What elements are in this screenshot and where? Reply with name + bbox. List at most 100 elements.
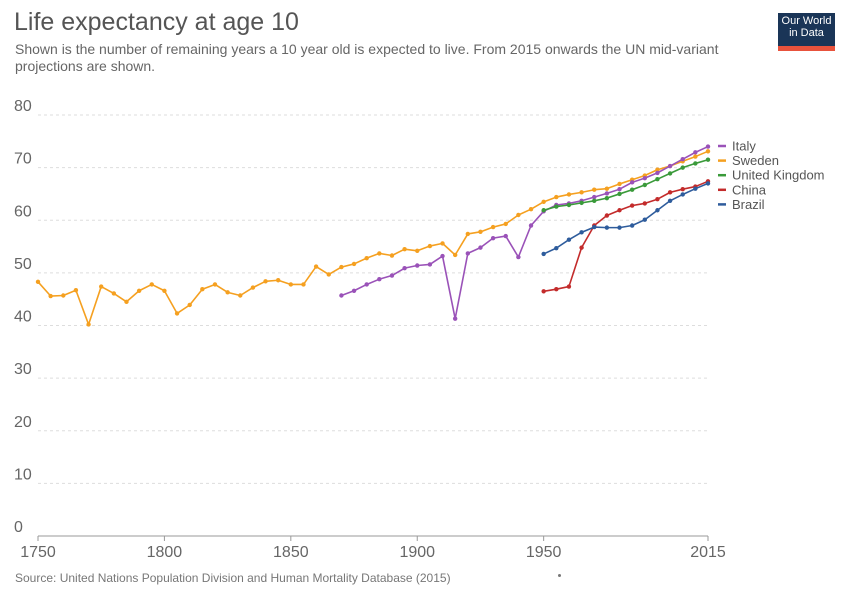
data-point[interactable]: [200, 286, 205, 292]
data-point[interactable]: [680, 192, 685, 197]
data-point[interactable]: [503, 221, 508, 227]
data-point[interactable]: [301, 282, 306, 287]
legend-item[interactable]: United Kingdom: [718, 168, 825, 183]
data-point[interactable]: [617, 191, 622, 197]
data-point[interactable]: [579, 200, 584, 206]
data-point[interactable]: [629, 203, 635, 208]
data-point[interactable]: [667, 198, 673, 203]
data-point[interactable]: [490, 224, 496, 230]
data-point[interactable]: [642, 182, 647, 188]
data-point[interactable]: [617, 181, 622, 187]
data-point[interactable]: [604, 225, 610, 230]
data-point[interactable]: [566, 192, 572, 197]
legend-item[interactable]: Sweden: [718, 153, 779, 168]
data-point[interactable]: [604, 213, 610, 218]
data-point[interactable]: [604, 191, 610, 196]
data-point[interactable]: [288, 282, 294, 287]
data-point[interactable]: [579, 245, 584, 250]
data-point[interactable]: [579, 190, 584, 195]
data-point[interactable]: [73, 288, 79, 293]
data-point[interactable]: [452, 252, 458, 258]
data-point[interactable]: [162, 288, 167, 293]
data-point[interactable]: [566, 237, 572, 242]
data-point[interactable]: [377, 251, 382, 256]
data-point[interactable]: [541, 251, 546, 257]
data-point[interactable]: [275, 278, 281, 283]
data-point[interactable]: [655, 177, 660, 182]
data-point[interactable]: [667, 171, 673, 176]
legend-item[interactable]: Italy: [718, 139, 756, 154]
series-line[interactable]: [543, 182, 709, 255]
data-point[interactable]: [364, 255, 369, 261]
data-point[interactable]: [667, 163, 673, 169]
series-china[interactable]: [541, 179, 711, 294]
series-line[interactable]: [341, 145, 709, 320]
data-point[interactable]: [667, 190, 673, 195]
data-point[interactable]: [225, 290, 230, 295]
data-point[interactable]: [566, 202, 572, 208]
data-point[interactable]: [617, 225, 622, 230]
data-point[interactable]: [554, 286, 559, 292]
series-line[interactable]: [37, 150, 709, 326]
data-point[interactable]: [617, 187, 622, 192]
data-point[interactable]: [693, 150, 698, 155]
data-point[interactable]: [693, 161, 698, 166]
data-point[interactable]: [680, 165, 685, 170]
data-point[interactable]: [339, 264, 344, 270]
data-point[interactable]: [212, 282, 218, 287]
data-point[interactable]: [465, 251, 471, 256]
legend-item[interactable]: China: [718, 182, 767, 197]
data-point[interactable]: [516, 254, 521, 260]
data-point[interactable]: [48, 293, 53, 299]
data-point[interactable]: [516, 212, 521, 218]
data-point[interactable]: [364, 282, 369, 287]
series-brazil[interactable]: [541, 181, 711, 257]
series-line[interactable]: [543, 180, 709, 293]
data-point[interactable]: [592, 198, 597, 203]
data-point[interactable]: [705, 144, 711, 149]
data-point[interactable]: [604, 195, 610, 201]
data-point[interactable]: [440, 241, 445, 246]
data-point[interactable]: [250, 285, 256, 290]
data-point[interactable]: [680, 157, 685, 162]
data-point[interactable]: [351, 288, 357, 293]
data-point[interactable]: [541, 208, 546, 213]
data-point[interactable]: [440, 253, 445, 259]
data-point[interactable]: [592, 224, 597, 230]
data-point[interactable]: [377, 276, 382, 282]
data-point[interactable]: [617, 208, 622, 213]
data-point[interactable]: [136, 288, 142, 293]
data-point[interactable]: [465, 231, 471, 237]
data-point[interactable]: [705, 157, 711, 162]
data-point[interactable]: [124, 299, 129, 305]
data-point[interactable]: [478, 245, 483, 250]
data-point[interactable]: [693, 186, 698, 191]
data-point[interactable]: [554, 245, 559, 251]
data-point[interactable]: [705, 149, 711, 154]
data-point[interactable]: [149, 282, 154, 287]
data-point[interactable]: [111, 291, 117, 296]
data-point[interactable]: [238, 293, 243, 298]
data-point[interactable]: [35, 279, 41, 285]
data-point[interactable]: [604, 186, 610, 191]
data-point[interactable]: [389, 273, 395, 278]
data-point[interactable]: [174, 311, 180, 316]
data-point[interactable]: [655, 208, 660, 213]
data-point[interactable]: [541, 289, 546, 294]
data-point[interactable]: [61, 293, 66, 298]
legend-item[interactable]: Brazil: [718, 197, 765, 212]
data-point[interactable]: [339, 293, 344, 298]
data-point[interactable]: [490, 235, 496, 241]
data-point[interactable]: [566, 284, 572, 289]
data-point[interactable]: [554, 204, 559, 209]
data-point[interactable]: [541, 199, 546, 205]
data-point[interactable]: [452, 316, 458, 321]
data-point[interactable]: [187, 302, 192, 308]
data-point[interactable]: [592, 194, 597, 200]
data-point[interactable]: [427, 262, 433, 267]
data-point[interactable]: [629, 187, 635, 192]
data-point[interactable]: [478, 229, 483, 235]
data-point[interactable]: [629, 223, 635, 228]
data-point[interactable]: [313, 264, 319, 269]
data-point[interactable]: [427, 243, 433, 249]
